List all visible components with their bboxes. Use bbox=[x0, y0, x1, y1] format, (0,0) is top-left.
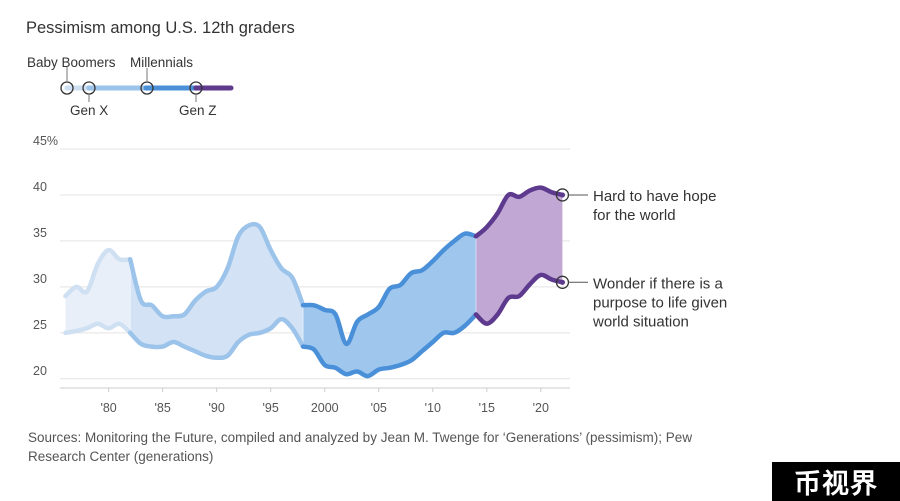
line-purpose-baby-boomers bbox=[63, 321, 133, 336]
legend-label-millennials: Millennials bbox=[130, 55, 194, 70]
band-millennials bbox=[303, 233, 476, 377]
line-hope-gen-x bbox=[127, 221, 306, 320]
source-note: Sources: Monitoring the Future, compiled… bbox=[28, 430, 693, 464]
pessimism-chart: 20 25 30 35 40 45% '80 '85 '90 '95 2000 '05 '10 '15 '2… bbox=[33, 134, 727, 415]
band-baby-boomers bbox=[65, 250, 131, 333]
legend-track bbox=[60, 67, 234, 102]
legend-label-genx: Gen X bbox=[70, 103, 109, 118]
x-tick-label-2020: '20 bbox=[533, 401, 549, 415]
legend-dot-millennials bbox=[144, 85, 150, 91]
band-gen-z bbox=[476, 187, 563, 324]
x-tick-label-1990: '90 bbox=[209, 401, 225, 415]
watermark-badge: 币视界 bbox=[772, 462, 900, 501]
x-tick-label-2000: 2000 bbox=[311, 401, 339, 415]
annotation-purpose-dot bbox=[559, 279, 566, 285]
legend-dot-genx bbox=[86, 85, 92, 91]
line-hope-baby-boomers bbox=[63, 247, 133, 299]
line-layer bbox=[63, 185, 565, 379]
legend-dot-boomers bbox=[64, 85, 70, 91]
y-tick-label-30: 30 bbox=[33, 272, 47, 286]
generation-legend: Baby Boomers Gen X Millennials Gen Z bbox=[20, 50, 260, 122]
band-gen-x bbox=[130, 224, 304, 358]
annotation-hope-text: Hard to have hope for the world bbox=[593, 188, 716, 224]
annotation-purpose-line-1: purpose to life given bbox=[593, 294, 727, 311]
x-tick-label-1985: '85 bbox=[154, 401, 170, 415]
y-tick-label-45: 45% bbox=[33, 134, 58, 148]
legend-label-genz: Gen Z bbox=[179, 103, 217, 118]
annotation-hope-line-0: Hard to have hope bbox=[593, 188, 716, 205]
line-hope-gen-z bbox=[473, 185, 565, 239]
x-tick-label-1995: '95 bbox=[263, 401, 279, 415]
annotation-layer: Hard to have hope for the world Wonder if … bbox=[555, 188, 727, 330]
chart-title: Pessimism among U.S. 12th graders bbox=[26, 19, 295, 37]
annotation-purpose-line-0: Wonder if there is a bbox=[593, 275, 723, 292]
annotation-purpose-text: Wonder if there is a purpose to life give… bbox=[592, 275, 727, 330]
line-purpose-gen-z bbox=[473, 272, 565, 326]
y-tick-label-20: 20 bbox=[33, 364, 47, 378]
annotation-hope-line-1: for the world bbox=[593, 207, 676, 224]
legend-dot-genz bbox=[193, 85, 199, 91]
y-tick-label-25: 25 bbox=[33, 318, 47, 332]
x-tick-label-2005: '05 bbox=[371, 401, 387, 415]
annotation-hope-dot bbox=[559, 192, 566, 198]
x-tick-label-2010: '10 bbox=[425, 401, 441, 415]
x-tick-label-1980: '80 bbox=[100, 401, 116, 415]
line-hope-millennials bbox=[300, 231, 479, 347]
legend-label-boomers: Baby Boomers bbox=[27, 55, 116, 70]
line-purpose-gen-x bbox=[127, 316, 306, 361]
annotation-purpose-line-2: world situation bbox=[592, 313, 689, 330]
y-tick-label-35: 35 bbox=[33, 226, 47, 240]
x-tick-label-2015: '15 bbox=[479, 401, 495, 415]
y-tick-label-40: 40 bbox=[33, 180, 47, 194]
line-purpose-millennials bbox=[300, 312, 479, 379]
axis-layer: 20 25 30 35 40 45% '80 '85 '90 '95 2000 '05 '10 '15 '2… bbox=[33, 134, 570, 415]
